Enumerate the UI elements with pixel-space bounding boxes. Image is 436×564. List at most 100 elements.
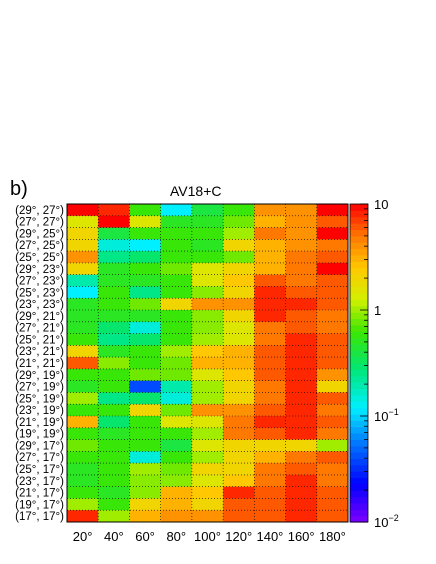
heatmap-cell <box>160 251 193 264</box>
x-tick-label: 180° <box>319 529 346 544</box>
heatmap-cell <box>254 416 287 429</box>
y-tick-label: (25°, 19°) <box>15 393 64 405</box>
heatmap-cell <box>223 274 255 287</box>
y-tick-label: (29°, 27°) <box>15 205 64 217</box>
heatmap-cell <box>316 439 349 452</box>
heatmap-cell <box>316 204 349 217</box>
heatmap-cell <box>254 239 287 252</box>
heatmap-cell <box>160 227 193 240</box>
heatmap-cell <box>285 368 318 382</box>
heatmap-cell <box>223 380 255 393</box>
colorbar-frame <box>349 203 369 523</box>
heatmap-cell <box>129 463 162 476</box>
heatmap-cell <box>67 416 99 429</box>
heatmap-cell <box>67 451 99 464</box>
colorbar-segment <box>350 490 368 498</box>
heatmap-cell <box>67 404 99 417</box>
heatmap-cell <box>191 251 224 264</box>
y-tick-label: (29°, 25°) <box>15 228 64 240</box>
heatmap-cell <box>129 274 162 287</box>
heatmap-cell <box>285 439 318 452</box>
heatmap-cell <box>67 274 99 287</box>
heatmap-cell <box>191 498 224 511</box>
heatmap-cell <box>254 204 287 217</box>
heatmap-cell <box>285 357 318 370</box>
heatmap-cell <box>285 498 318 511</box>
heatmap-cell <box>316 498 349 511</box>
heatmap-cell <box>316 380 349 393</box>
y-tick-label: (25°, 25°) <box>15 252 64 264</box>
heatmap-cell <box>67 215 99 229</box>
heatmap-cell <box>223 439 255 452</box>
heatmap-cell <box>67 251 99 264</box>
heatmap-cell <box>254 262 287 276</box>
colorbar-segment <box>350 286 368 294</box>
colorbar-segment <box>350 458 368 466</box>
heatmap-cell <box>160 439 193 452</box>
heatmap-cell <box>285 239 318 252</box>
colorbar-segment <box>350 420 368 428</box>
colorbar-segment <box>350 356 368 364</box>
heatmap-cell <box>160 239 193 252</box>
heatmap-cell <box>160 498 193 511</box>
heatmap-cell <box>191 486 224 499</box>
heatmap-cell <box>67 510 99 523</box>
heatmap-cell <box>129 345 162 358</box>
heatmap-cell <box>285 298 318 311</box>
heatmap-cell <box>98 251 130 264</box>
heatmap-cell <box>191 274 224 287</box>
colorbar-segment <box>350 242 368 250</box>
heatmap-cell <box>254 298 287 311</box>
heatmap-cell <box>129 404 162 417</box>
heatmap-cell <box>285 286 318 299</box>
heatmap-cell <box>223 392 255 405</box>
colorbar-segment <box>350 350 368 358</box>
heatmap-cell <box>191 204 224 217</box>
heatmap-cell <box>285 321 318 335</box>
heatmap-cell <box>316 427 349 441</box>
heatmap-cell <box>129 262 162 276</box>
heatmap-cell <box>223 357 255 370</box>
heatmap-cell <box>67 227 99 240</box>
heatmap-cell <box>67 204 99 217</box>
colorbar-segment <box>350 331 368 339</box>
colorbar-segment <box>350 382 368 390</box>
heatmap-cell <box>223 204 255 217</box>
x-tick-label: 40° <box>104 529 124 544</box>
y-tick-label: (23°, 23°) <box>15 299 64 311</box>
heatmap-cell <box>191 368 224 382</box>
heatmap-cell <box>223 286 255 299</box>
heatmap-cell <box>191 510 224 523</box>
y-tick-label: (29°, 23°) <box>15 264 64 276</box>
heatmap-cell <box>316 368 349 382</box>
heatmap-cell <box>191 298 224 311</box>
heatmap-cell <box>98 392 130 405</box>
heatmap-cell <box>316 286 349 299</box>
heatmap-cell <box>254 498 287 511</box>
heatmap-cell <box>191 286 224 299</box>
heatmap-cell <box>129 227 162 240</box>
heatmap-cell <box>67 427 99 441</box>
heatmap-cell <box>98 215 130 229</box>
heatmap-cell <box>160 510 193 523</box>
y-tick-label: (21°, 17°) <box>15 488 64 500</box>
heatmap-cell <box>67 345 99 358</box>
colorbar-segment <box>350 223 368 231</box>
heatmap-cell <box>285 274 318 287</box>
y-tick-label: (19°, 19°) <box>15 429 64 441</box>
heatmap-cell <box>223 227 255 240</box>
colorbar-segment <box>350 502 368 510</box>
y-tick-label: (29°, 19°) <box>15 370 64 382</box>
heatmap-cell <box>160 204 193 217</box>
heatmap-cell <box>254 427 287 441</box>
y-tick-label: (25°, 21°) <box>15 334 64 346</box>
heatmap-cell <box>191 392 224 405</box>
colorbar-segment <box>350 369 368 377</box>
y-tick-label: (23°, 17°) <box>15 476 64 488</box>
heatmap-cell <box>98 239 130 252</box>
heatmap-cell <box>160 310 193 323</box>
heatmap-cell <box>223 427 255 441</box>
heatmap-cell <box>160 380 193 393</box>
y-tick-label: (25°, 17°) <box>15 464 64 476</box>
heatmap-cell <box>191 357 224 370</box>
